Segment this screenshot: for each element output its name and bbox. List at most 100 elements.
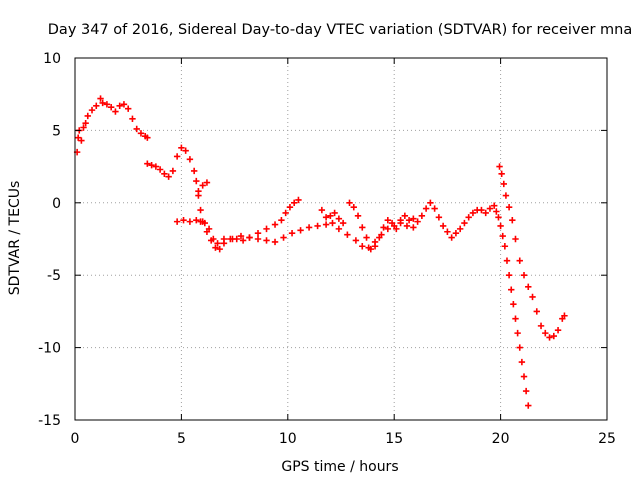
- data-point: [82, 119, 89, 127]
- data-point: [456, 225, 464, 233]
- data-point: [352, 237, 360, 244]
- y-axis-label: SDTVAR / TECUs: [7, 181, 23, 296]
- x-axis-label: GPS time / hours: [281, 459, 398, 475]
- data-point: [318, 206, 326, 214]
- data-point: [546, 334, 553, 341]
- x-tick-label: 5: [177, 431, 186, 447]
- data-point: [525, 283, 532, 290]
- data-point: [186, 218, 194, 225]
- data-point: [376, 234, 383, 241]
- data-point: [537, 322, 545, 330]
- data-point: [254, 230, 262, 237]
- data-point: [314, 222, 321, 230]
- data-point: [331, 209, 338, 217]
- data-point: [169, 167, 177, 175]
- data-point: [344, 231, 351, 238]
- data-point: [329, 219, 336, 227]
- data-point: [84, 112, 91, 120]
- data-point: [195, 188, 202, 195]
- data-point: [220, 235, 228, 243]
- data-point: [286, 203, 294, 211]
- data-point: [239, 237, 247, 244]
- data-point: [214, 240, 221, 247]
- data-point: [156, 166, 164, 173]
- data-point: [491, 202, 498, 209]
- data-point: [422, 205, 430, 212]
- data-point: [384, 216, 392, 224]
- data-point: [359, 224, 366, 231]
- data-point: [152, 163, 160, 170]
- y-tick-label: 5: [52, 123, 61, 139]
- data-point: [427, 199, 434, 206]
- y-tick-label: 10: [43, 51, 61, 67]
- data-point: [161, 170, 168, 178]
- data-point: [482, 209, 489, 217]
- data-point: [263, 225, 270, 233]
- data-point: [129, 115, 136, 123]
- data-point: [493, 208, 500, 215]
- data-point: [444, 228, 451, 235]
- data-point: [397, 216, 404, 224]
- data-series-5: [318, 206, 347, 227]
- data-series-7: [496, 163, 568, 341]
- data-point: [350, 203, 357, 211]
- data-point: [280, 234, 287, 241]
- data-point: [498, 170, 505, 178]
- data-point: [246, 234, 253, 241]
- data-point: [116, 102, 123, 109]
- data-point: [359, 243, 366, 250]
- data-point: [199, 182, 206, 189]
- data-point: [371, 243, 379, 250]
- data-point: [137, 130, 145, 137]
- data-point: [514, 329, 521, 337]
- data-point: [295, 196, 302, 204]
- data-point: [120, 101, 128, 108]
- data-point: [505, 203, 513, 211]
- data-point: [502, 192, 510, 199]
- data-point: [505, 272, 513, 279]
- data-point: [88, 106, 96, 114]
- data-point: [525, 402, 532, 409]
- data-point: [254, 235, 262, 243]
- data-point: [305, 224, 313, 231]
- data-point: [497, 222, 504, 230]
- data-point: [327, 212, 334, 220]
- data-point: [339, 219, 347, 227]
- data-point: [503, 257, 511, 264]
- data-point: [144, 160, 151, 167]
- data-point: [237, 232, 245, 240]
- data-point: [405, 216, 413, 224]
- data-point: [203, 179, 211, 186]
- data-point: [495, 214, 502, 221]
- data-point: [193, 177, 200, 185]
- data-point: [148, 161, 155, 169]
- data-point: [512, 315, 519, 322]
- y-tick-label: -15: [38, 413, 61, 429]
- data-point: [212, 244, 219, 251]
- data-point: [197, 218, 204, 225]
- plot-frame: [74, 57, 608, 421]
- data-point: [107, 104, 115, 111]
- data-point: [182, 147, 189, 154]
- data-point: [229, 235, 236, 243]
- data-series-6: [346, 199, 532, 409]
- data-point: [99, 99, 106, 107]
- data-point: [335, 225, 343, 233]
- data-point: [533, 308, 540, 315]
- y-tick-label: -10: [38, 341, 61, 357]
- data-point: [486, 205, 494, 212]
- data-point: [180, 216, 187, 224]
- data-point: [439, 222, 447, 230]
- data-point: [465, 214, 472, 221]
- data-point: [335, 215, 343, 222]
- data-point: [414, 218, 421, 225]
- data-point: [271, 221, 279, 228]
- data-point: [144, 134, 151, 141]
- data-point: [520, 272, 528, 279]
- data-point: [501, 243, 509, 250]
- data-point: [388, 219, 396, 227]
- data-point: [80, 124, 87, 131]
- data-point: [516, 257, 523, 264]
